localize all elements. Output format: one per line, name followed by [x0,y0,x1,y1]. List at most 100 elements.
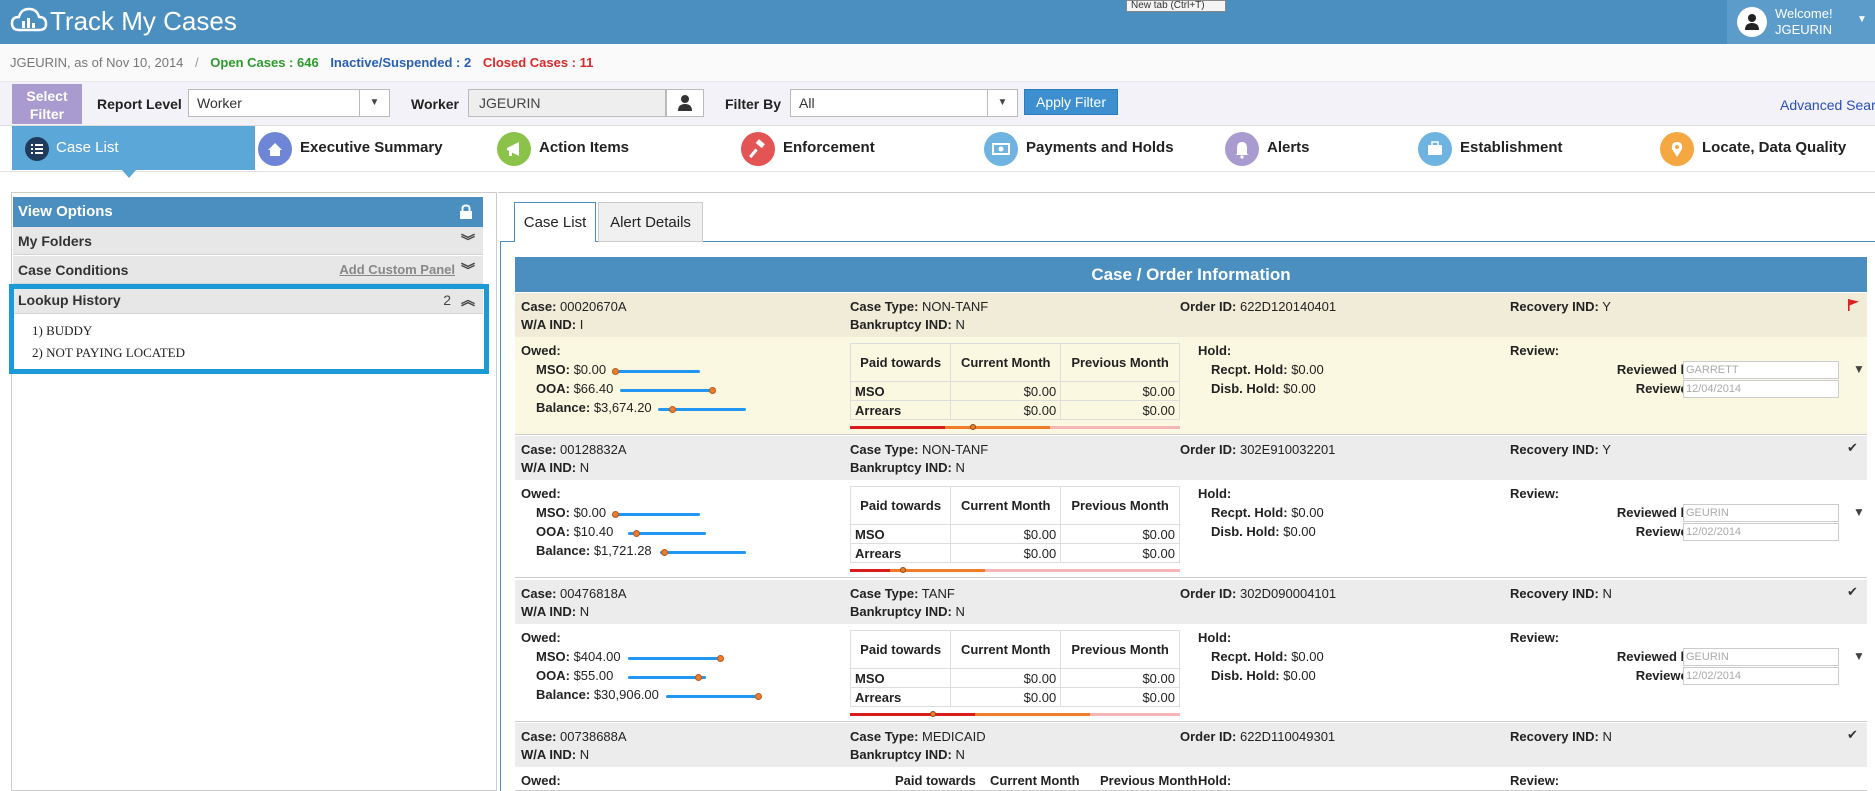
paid-towards-header: Paid towards [849,486,952,525]
mso-value: $0.00 [573,505,607,520]
owed-slider-handle[interactable] [709,387,716,394]
owed-slider-handle[interactable] [695,674,702,681]
case-row[interactable]: Case: 00128832A W/A IND: N Case Type: NON-… [515,436,1867,579]
reviewed-by-label: Reviewed by: [1616,505,1700,520]
chevron-down-icon[interactable]: ▼ [359,90,389,116]
hold-label: Hold: [1198,630,1232,645]
case-number[interactable]: 00738688A [560,729,627,744]
lookup-history-panel[interactable]: Lookup History 2 ︽ [13,286,483,314]
case-summary: Case: 00738688A W/A IND: N Case Type: MEDI… [515,723,1867,767]
reviewed-by-input[interactable]: GARRETT [1683,361,1839,379]
lookup-item[interactable]: 1) BUDDY [32,323,93,338]
wa-ind-value: I [579,317,584,332]
tab-case-list[interactable]: Case List [12,126,255,170]
case-number[interactable]: 00128832A [560,442,627,457]
owed-slider-handle[interactable] [717,655,724,662]
previous-month-header: Previous Month [1060,486,1180,525]
owed-slider-handle[interactable] [612,511,619,518]
case-number[interactable]: 00476818A [560,586,627,601]
case-label: Case: [521,299,557,314]
worker-lookup-button[interactable] [666,89,704,117]
chevron-down-icon[interactable]: ▼ [1853,505,1865,519]
chevron-down-icon[interactable]: ▼ [1853,362,1865,376]
lookup-item[interactable]: 2) NOT PAYING LOCATED [32,345,186,360]
double-chevron-down-icon[interactable]: ︾ [461,233,475,249]
tab-label: Locate, Data Quality [1702,139,1847,156]
reviewed-date-input[interactable]: 12/02/2014 [1683,667,1839,685]
tab-label: Establishment [1460,139,1563,156]
case-number[interactable]: 00020670A [560,299,627,314]
owed-slider-track [620,389,712,392]
bankruptcy-label: Bankruptcy IND: [850,317,952,332]
owed-slider-handle[interactable] [633,530,640,537]
owed-slider-handle[interactable] [669,406,676,413]
chevron-down-icon[interactable]: ▼ [987,90,1017,116]
tab-executive-summary[interactable]: Executive Summary [258,126,488,170]
disb-hold-label: Disb. Hold: [1211,381,1280,396]
review-label: Review: [1510,486,1560,501]
reviewed-by-input[interactable]: GEURIN [1683,504,1839,522]
tab-locate-data-quality[interactable]: Locate, Data Quality [1660,126,1872,170]
case-row[interactable]: Case: 00476818A W/A IND: N Case Type: TANF… [515,580,1867,723]
tab-enforcement[interactable]: Enforcement [741,126,971,170]
select-filter-button[interactable]: Select Filter [12,84,82,124]
wa-ind-label: W/A IND: [521,317,577,332]
ooa-label: OOA: [536,524,570,539]
tab-alert-details[interactable]: Alert Details [598,202,703,242]
filter-bar: Select Filter Report Level Worker ▼ Work… [0,82,1875,126]
recovery-label: Recovery IND: [1510,586,1599,601]
owed-slider-handle[interactable] [661,549,668,556]
paid-towards-table: Paid towards Current Month Previous Month M… [849,343,1180,420]
tab-alerts[interactable]: Alerts [1225,126,1425,170]
chevron-down-icon[interactable]: ▼ [1853,649,1865,663]
owed-slider-track [628,657,722,660]
owed-slider-handle[interactable] [612,368,619,375]
recpt-hold-label: Recpt. Hold: [1211,362,1288,377]
my-folders-panel[interactable]: My Folders ︾ [13,227,483,255]
report-level-select[interactable]: Worker ▼ [188,89,390,117]
open-cases-count[interactable]: Open Cases : 646 [210,55,319,70]
bankruptcy-label: Bankruptcy IND: [850,460,952,475]
chevron-down-icon[interactable]: ▼ [1857,14,1867,25]
filter-by-select[interactable]: All ▼ [790,89,1018,117]
case-details: Owed: MSO: $0.00 OOA: $10.40 Balance: $1,72… [515,480,1867,578]
worker-input[interactable]: JGEURIN [468,89,666,117]
reviewed-by-input[interactable]: GEURIN [1683,648,1839,666]
lock-icon[interactable] [459,204,473,220]
double-chevron-up-icon[interactable]: ︽ [461,292,475,308]
double-chevron-down-icon[interactable]: ︾ [461,262,475,278]
add-custom-panel-link[interactable]: Add Custom Panel [339,262,455,277]
owed-slider-track [658,408,746,411]
reviewed-date-input[interactable]: 12/02/2014 [1683,523,1839,541]
bankruptcy-value: N [955,604,965,619]
user-menu[interactable]: Welcome! JGEURIN ▼ [1727,0,1875,44]
previous-month-header: Previous Month [1060,343,1180,382]
apply-filter-button[interactable]: Apply Filter [1024,89,1118,115]
closed-cases-count[interactable]: Closed Cases : 11 [482,55,594,70]
flag-icon[interactable] [1847,298,1861,312]
tab-action-items[interactable]: Action Items [497,126,727,170]
check-icon[interactable]: ✔ [1847,440,1858,455]
recovery-value: Y [1602,299,1611,314]
recpt-hold-value: $0.00 [1291,362,1324,377]
reviewed-date-input[interactable]: 12/04/2014 [1683,380,1839,398]
wa-ind-label: W/A IND: [521,604,577,619]
inactive-cases-count[interactable]: Inactive/Suspended : 2 [330,55,472,70]
advanced-search-link[interactable]: Advanced Search [1780,97,1875,113]
payment-progress-track [850,711,1180,717]
case-row[interactable]: Case: 00020670A W/A IND: I Case Type: NON-… [515,293,1867,436]
case-row[interactable]: Case: 00738688A W/A IND: N Case Type: MEDI… [515,723,1867,791]
check-icon[interactable]: ✔ [1847,584,1858,599]
tab-case-list-sub[interactable]: Case List [514,202,596,242]
check-icon[interactable]: ✔ [1847,727,1858,742]
tab-label: Action Items [539,139,630,156]
tab-payments-and-holds[interactable]: Payments and Holds [984,126,1214,170]
owed-slider-track [612,513,700,516]
tab-establishment[interactable]: Establishment [1418,126,1648,170]
mso-row-label: MSO [849,524,952,544]
case-conditions-panel[interactable]: Case Conditions Add Custom Panel ︾ [13,256,483,284]
owed-slider-handle[interactable] [755,693,762,700]
reviewed-by-label: Reviewed by: [1616,649,1700,664]
disb-hold-value: $0.00 [1283,668,1316,683]
tab-label: Payments and Holds [1026,139,1174,156]
